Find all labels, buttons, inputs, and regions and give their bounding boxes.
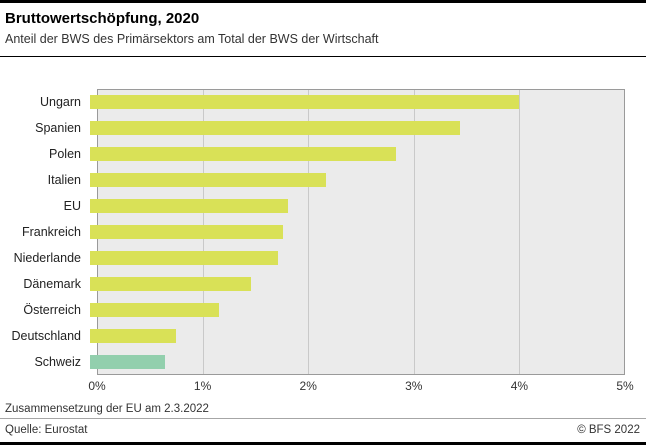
chart-header: Bruttowertschöpfung, 2020 Anteil der BWS… <box>0 3 646 47</box>
bar <box>90 121 460 135</box>
x-tick-label: 2% <box>299 379 317 393</box>
source-label: Quelle: Eurostat <box>5 424 88 436</box>
bar-area <box>89 271 625 297</box>
chart-row: Schweiz <box>5 349 625 375</box>
x-tick-label: 3% <box>405 379 423 393</box>
bar <box>90 95 519 109</box>
chart-row: Dänemark <box>5 271 625 297</box>
gridline <box>518 90 520 374</box>
bar <box>90 225 283 239</box>
category-label: Deutschland <box>11 329 82 343</box>
chart-row: Niederlande <box>5 245 625 271</box>
chart-row: Polen <box>5 141 625 167</box>
bar <box>90 329 176 343</box>
chart-row: Deutschland <box>5 323 625 349</box>
footnote: Zusammensetzung der EU am 2.3.2022 <box>5 403 209 415</box>
bar <box>90 355 166 369</box>
category-label: Ungarn <box>40 95 81 109</box>
bar-area <box>89 193 625 219</box>
x-tick-label: 4% <box>510 379 529 393</box>
chart-row: EU <box>5 193 625 219</box>
bar <box>90 199 289 213</box>
bar <box>90 251 278 265</box>
category-label: Schweiz <box>34 355 81 369</box>
gridline <box>413 90 415 374</box>
x-tick-label: 5% <box>616 379 634 393</box>
category-label: EU <box>63 199 81 213</box>
category-label: Österreich <box>23 303 81 317</box>
copyright-label: © BFS 2022 <box>577 424 640 436</box>
bar-area <box>89 167 625 193</box>
bar-area <box>89 297 625 323</box>
bar-area <box>89 219 625 245</box>
chart-row: Frankreich <box>5 219 625 245</box>
bar-area <box>89 349 625 375</box>
chart-row: Italien <box>5 167 625 193</box>
chart-title: Bruttowertschöpfung, 2020 <box>5 10 200 27</box>
category-label: Italien <box>47 173 81 187</box>
bar-area <box>89 323 625 349</box>
category-label: Niederlande <box>13 251 81 265</box>
chart-subtitle: Anteil der BWS des Primärsektors am Tota… <box>5 32 379 46</box>
bar <box>90 147 396 161</box>
bar-area <box>89 115 625 141</box>
chart-row: Ungarn <box>5 89 625 115</box>
bar <box>90 173 326 187</box>
bar-chart: Ungarn Spanien Polen Italien EU Frankreich Nie… <box>5 89 625 375</box>
chart-row: Spanien <box>5 115 625 141</box>
category-label: Dänemark <box>23 277 81 291</box>
chart-rows: Ungarn Spanien Polen Italien EU Frankreich Nie… <box>5 89 625 375</box>
bar-area <box>89 245 625 271</box>
bar-area <box>89 89 625 115</box>
x-axis: 0% 1% 2% 3% 4% 5% <box>88 379 633 395</box>
bar <box>90 303 219 317</box>
footer: Quelle: Eurostat © BFS 2022 <box>0 418 646 442</box>
gridline <box>308 90 310 374</box>
category-label: Frankreich <box>21 225 81 239</box>
category-label: Spanien <box>35 121 81 135</box>
x-tick-label: 0% <box>88 379 106 393</box>
x-tick-label: 1% <box>193 379 212 393</box>
category-label: Polen <box>49 147 81 161</box>
bar-area <box>89 141 625 167</box>
header-divider <box>0 56 646 57</box>
chart-row: Österreich <box>5 297 625 323</box>
bar <box>90 277 251 291</box>
